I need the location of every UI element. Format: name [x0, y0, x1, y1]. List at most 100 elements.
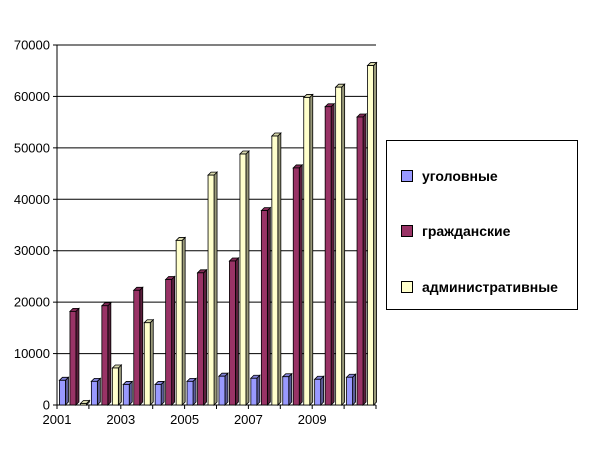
bars [58, 61, 378, 406]
bar-front [356, 116, 364, 406]
y-tick-label: 70000 [14, 38, 50, 53]
bar [356, 113, 368, 406]
bar [143, 318, 155, 406]
bar [111, 364, 123, 406]
bar-side [65, 376, 69, 406]
bar-side [139, 286, 144, 406]
bar-side [362, 113, 367, 406]
bar-front [80, 403, 87, 406]
y-tick-label: 0 [43, 398, 50, 413]
bar [186, 377, 198, 406]
bar-front [303, 97, 311, 406]
bar-side [235, 257, 239, 406]
bar-front [218, 375, 226, 406]
bar-side [309, 93, 314, 406]
bar-front [260, 210, 268, 406]
bar-side [341, 83, 346, 406]
bar-side [75, 307, 80, 406]
bar-front [282, 376, 290, 406]
bar-front [207, 174, 215, 406]
bar [100, 301, 112, 406]
bar-front [133, 289, 141, 406]
bar-front [367, 65, 374, 406]
legend-item-civil: гражданские [401, 223, 510, 239]
bar-side [245, 150, 250, 406]
bar-side [96, 377, 101, 406]
bar [334, 83, 346, 406]
bar [260, 206, 272, 406]
legend-label-administrative: административные [422, 279, 558, 295]
bar-side [330, 102, 335, 406]
bar [302, 93, 314, 406]
bar [175, 236, 187, 406]
bar [366, 61, 378, 406]
bar-front [346, 376, 353, 406]
bar [270, 132, 282, 406]
bar [228, 257, 240, 406]
bar-front [271, 135, 279, 406]
legend-swatch-administrative [401, 281, 413, 293]
axes [53, 44, 377, 409]
bar-side [181, 236, 186, 406]
bar [313, 375, 325, 406]
y-tick-label: 50000 [14, 140, 50, 155]
bar-side [373, 61, 377, 406]
bar-front [122, 384, 130, 406]
bar-side [203, 268, 207, 406]
bar-front [154, 384, 162, 406]
y-tick-label: 30000 [14, 243, 50, 258]
x-tick-label: 2005 [170, 412, 199, 427]
bar-side [107, 301, 112, 406]
bar-front [324, 106, 332, 406]
legend-label-criminal: уголовные [422, 168, 498, 184]
bar-side [256, 374, 261, 406]
bar-side [117, 364, 122, 406]
bar-side [128, 380, 133, 406]
bar-side [171, 275, 176, 406]
bar-side [277, 132, 282, 406]
bar-front [229, 260, 236, 406]
x-tick-label: 2007 [234, 412, 263, 427]
legend-item-criminal: уголовные [401, 168, 498, 184]
bar [292, 163, 304, 406]
bar-front [101, 305, 109, 406]
bar-front [111, 367, 119, 406]
bar-side [213, 171, 218, 406]
bar [249, 374, 261, 406]
bar-side [288, 372, 293, 406]
bar-front [186, 380, 194, 406]
legend-item-administrative: административные [401, 279, 558, 295]
bar [345, 373, 357, 406]
y-tick-label: 60000 [14, 89, 50, 104]
x-tick-label: 2009 [298, 412, 327, 427]
bar-side [192, 377, 197, 406]
bar-front [143, 322, 151, 406]
bar-front [69, 310, 77, 406]
bar [79, 399, 91, 406]
bar [122, 380, 134, 406]
x-tick-label: 2001 [43, 412, 72, 427]
bar [164, 275, 176, 406]
bar-side [298, 163, 303, 406]
bar-front [292, 167, 300, 406]
y-tick-label: 40000 [14, 192, 50, 207]
legend: уголовные гражданские административные [386, 140, 578, 310]
bar [132, 286, 144, 406]
legend-swatch-civil [401, 225, 413, 237]
bar-front [59, 379, 66, 406]
bar-side [224, 372, 229, 406]
y-tick-label: 10000 [14, 346, 50, 361]
bar-front [335, 86, 343, 406]
y-tick-label: 20000 [14, 295, 50, 310]
bar [281, 372, 293, 406]
bar-side [320, 375, 325, 406]
bar [217, 372, 229, 406]
bar-front [175, 240, 183, 406]
bar-front [90, 380, 98, 406]
bar [238, 150, 250, 406]
bar [68, 307, 80, 406]
bar [196, 268, 208, 406]
bar-front [314, 378, 322, 406]
y-axis-tick-labels: 0 10000 20000 30000 40000 50000 60000 70000 [14, 38, 50, 413]
